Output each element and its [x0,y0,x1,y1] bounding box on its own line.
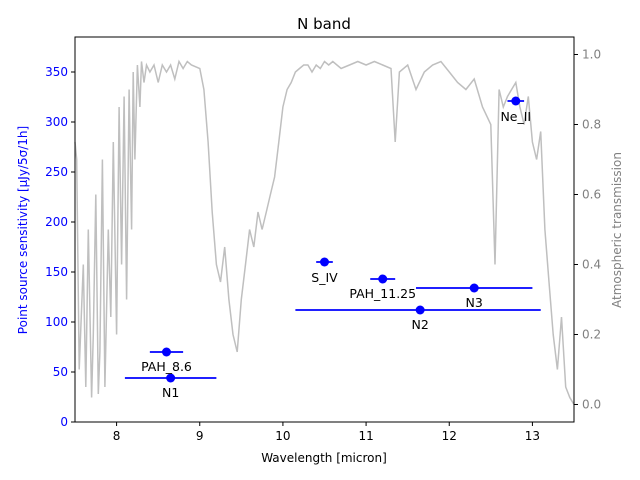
point-PAH_11.25 [378,274,388,284]
y-tick-label: 250 [45,165,68,179]
x-tick-label: 11 [358,429,373,443]
y-tick-label: 200 [45,215,68,229]
x-axis-label: Wavelength [micron] [261,451,387,465]
y2-tick-label: 0.8 [582,118,601,132]
y-ticks: 0 50 100 150 200 250 300 350 [45,65,75,429]
y-tick-label: 50 [53,365,68,379]
y2-ticks: 0.0 0.2 0.4 0.6 0.8 1.0 [574,48,601,412]
x-tick-label: 10 [275,429,290,443]
x-tick-label: 9 [196,429,204,443]
x-tick-label: 13 [525,429,540,443]
point-label: N3 [466,295,483,310]
point-label: N1 [162,385,179,400]
point-N2 [415,305,425,315]
y2-tick-label: 0.4 [582,258,601,272]
y-tick-label: 150 [45,265,68,279]
point-label: N2 [411,317,428,332]
point-label: PAH_11.25 [349,286,416,301]
y2-tick-label: 0.0 [582,398,601,412]
y2-tick-label: 1.0 [582,48,601,62]
x-tick-label: 12 [442,429,457,443]
transmission-layer [74,59,575,405]
y2-axis-label: Atmospheric transmission [610,152,624,308]
chart-title: N band [297,15,351,33]
x-tick-label: 8 [113,429,121,443]
point-PAH_8.6 [161,347,171,357]
point-Ne_II [511,96,521,106]
point-N1 [166,373,176,383]
y2-tick-label: 0.6 [582,188,601,202]
y-tick-label: 100 [45,315,68,329]
y-tick-label: 300 [45,115,68,129]
point-label: PAH_8.6 [141,359,192,374]
points-layer [124,96,541,383]
y-tick-label: 0 [60,415,68,429]
point-S_IV [320,257,329,267]
x-ticks: 8 9 10 11 12 13 [113,422,540,443]
y-tick-label: 350 [45,65,68,79]
transmission-line [74,59,575,405]
plot-frame [74,36,575,423]
labels-layer: PAH_8.6 N1 S_IV PAH_11.25 N2 N3 Ne_II [141,109,531,400]
y-axis-label: Point source sensitivity [μJy/5σ/1h] [16,126,30,334]
point-label: S_IV [311,270,338,285]
point-N3 [469,283,479,293]
y2-tick-label: 0.2 [582,328,601,342]
point-label: Ne_II [500,109,531,124]
